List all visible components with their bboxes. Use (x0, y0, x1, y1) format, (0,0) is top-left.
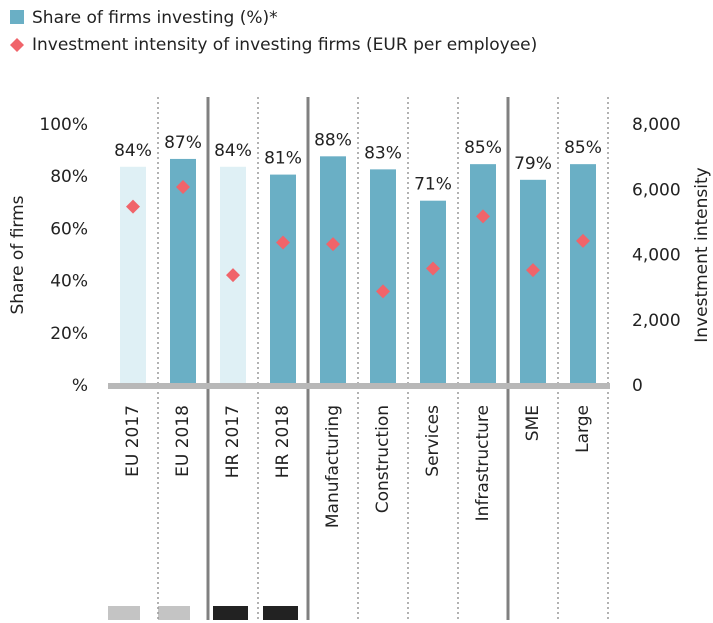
x-tick-label: HR 2017 (223, 405, 243, 478)
data-label: 79% (514, 154, 552, 174)
data-label: 84% (114, 141, 152, 161)
x-tick-label: HR 2018 (273, 405, 293, 478)
x-tick-label: Manufacturing (323, 405, 343, 528)
x-tick-label: EU 2017 (123, 405, 143, 477)
marker (326, 237, 340, 252)
bar (170, 158, 196, 386)
x-tick-label: SME (523, 405, 543, 441)
bar (370, 169, 396, 386)
y2-tick-label: 0 (632, 376, 643, 396)
x-tick-label: Infrastructure (473, 405, 493, 521)
data-label: 85% (564, 138, 602, 158)
bar (470, 164, 496, 386)
y2-tick-label: 8,000 (632, 115, 681, 135)
legend-swatch (10, 10, 24, 24)
bar (270, 174, 296, 386)
y2-tick-label: 4,000 (632, 246, 681, 266)
marker (376, 284, 390, 299)
y2-axis-title: Investment intensity (692, 167, 712, 342)
marker (276, 235, 290, 250)
group-marker (108, 606, 140, 620)
marker (526, 263, 540, 278)
y-tick-label: % (72, 376, 88, 396)
bar (570, 164, 596, 386)
marker (426, 261, 440, 276)
y-tick-label: 20% (50, 324, 88, 344)
data-label: 84% (214, 141, 252, 161)
data-label: 71% (414, 175, 452, 195)
data-label: 81% (264, 149, 302, 169)
x-tick-label: EU 2018 (173, 405, 193, 477)
data-label: 88% (314, 130, 352, 150)
y-tick-label: 100% (39, 115, 88, 135)
bar (420, 200, 446, 386)
x-tick-label: Construction (373, 405, 393, 513)
y-tick-label: 60% (50, 219, 88, 239)
data-label: 85% (464, 138, 502, 158)
y-tick-label: 80% (50, 167, 88, 187)
marker (126, 199, 140, 214)
x-tick-label: Services (423, 405, 443, 477)
data-label: 83% (364, 143, 402, 163)
marker (576, 233, 590, 248)
marker (176, 179, 190, 194)
x-tick-label: Large (573, 405, 593, 453)
group-marker (213, 606, 248, 620)
marker (226, 268, 240, 283)
bar (520, 179, 546, 386)
legend-label: Share of firms investing (%)* (32, 8, 278, 28)
group-marker (263, 606, 298, 620)
legend-label: Investment intensity of investing firms … (32, 35, 537, 55)
bar (320, 156, 346, 386)
y2-tick-label: 2,000 (632, 311, 681, 331)
y-tick-label: 40% (50, 272, 88, 292)
y2-tick-label: 6,000 (632, 180, 681, 200)
data-label: 87% (164, 133, 202, 153)
marker (476, 209, 490, 224)
y-axis-title: Share of firms (8, 195, 28, 314)
legend-swatch (10, 38, 24, 52)
group-marker (158, 606, 190, 620)
